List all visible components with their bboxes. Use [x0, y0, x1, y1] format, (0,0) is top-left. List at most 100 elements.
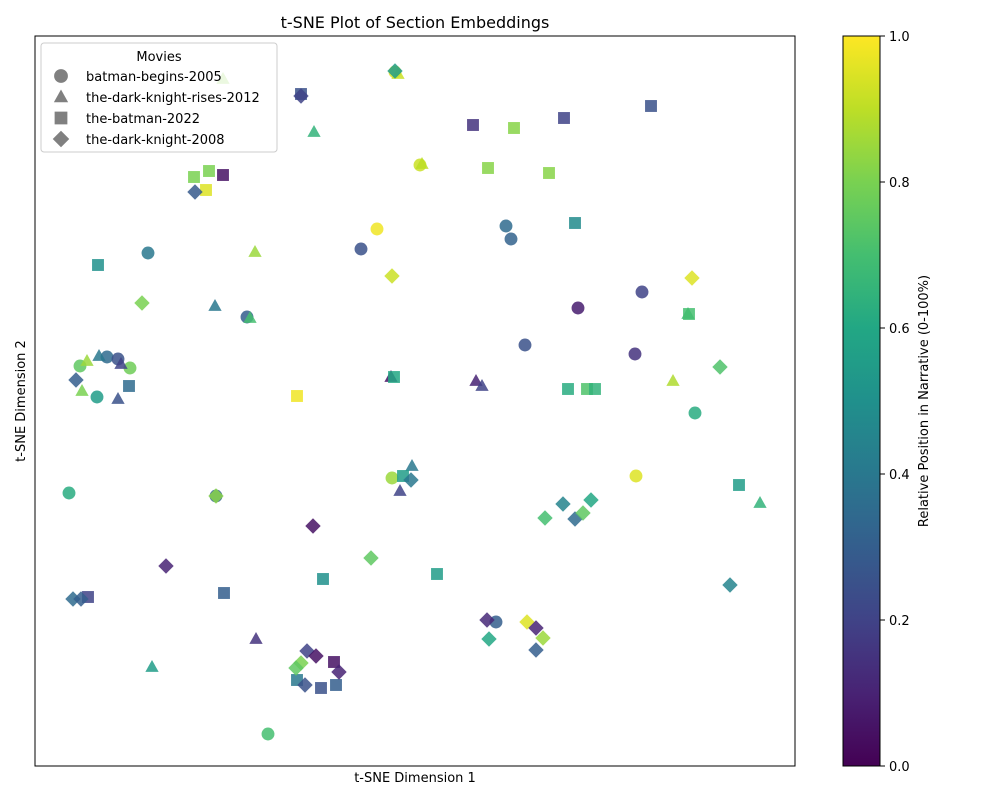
data-point-square: [328, 656, 340, 668]
data-point-triangle: [405, 459, 419, 471]
data-point-triangle: [145, 660, 159, 672]
data-point-square: [217, 169, 229, 181]
data-point-square: [388, 371, 400, 383]
legend-label: the-dark-knight-2008: [86, 133, 225, 148]
plot-area: [34, 35, 796, 767]
data-point-circle: [141, 246, 155, 260]
legend-label: batman-begins-2005: [86, 70, 222, 85]
legend-box: [40, 42, 278, 153]
legend-marker-circle: [54, 69, 68, 83]
x-axis-label: t-SNE Dimension 1: [354, 771, 476, 786]
points-layer: [62, 63, 767, 741]
data-point-diamond: [73, 591, 89, 607]
legend-marker-triangle: [53, 89, 69, 103]
data-point-triangle: [475, 379, 489, 391]
data-point-triangle: [415, 157, 429, 169]
data-point-square: [645, 100, 657, 112]
legend-label: the-dark-knight-rises-2012: [86, 91, 260, 106]
data-point-square: [431, 568, 443, 580]
data-point-square: [291, 674, 303, 686]
colorbar-gradient: [843, 36, 880, 766]
data-point-triangle: [208, 299, 222, 311]
y-axis-label: t-SNE Dimension 2: [14, 340, 29, 462]
data-point-circle: [571, 301, 585, 315]
data-point-diamond: [528, 642, 544, 658]
data-point-circle: [385, 471, 399, 485]
colorbar-label: Relative Position in Narrative (0-100%): [917, 275, 932, 527]
legend-marker-square: [54, 111, 68, 125]
data-point-diamond: [158, 558, 174, 574]
data-point-triangle: [75, 384, 89, 396]
data-point-triangle: [80, 354, 94, 366]
data-point-diamond: [712, 359, 728, 375]
chart-title: t-SNE Plot of Section Embeddings: [281, 13, 550, 32]
data-point-square: [218, 587, 230, 599]
colorbar-tick-label: 1.0: [889, 30, 910, 45]
data-point-square: [589, 383, 601, 395]
data-point-square: [482, 162, 494, 174]
data-point-triangle: [307, 125, 321, 137]
data-point-diamond: [535, 630, 551, 646]
data-point-circle: [90, 390, 104, 404]
data-point-diamond: [305, 518, 321, 534]
data-point-square: [562, 383, 574, 395]
data-point-circle: [504, 232, 518, 246]
data-point-triangle: [92, 349, 106, 361]
data-point-diamond: [288, 660, 304, 676]
colorbar-tick-label: 0.6: [889, 322, 910, 337]
data-point-circle: [635, 285, 649, 299]
data-point-square: [188, 171, 200, 183]
data-point-triangle: [243, 311, 257, 323]
data-point-triangle: [111, 392, 125, 404]
data-point-square: [123, 380, 135, 392]
data-point-square: [317, 573, 329, 585]
data-point-diamond: [187, 184, 203, 200]
legend-title: Movies: [136, 50, 181, 65]
data-point-square: [200, 184, 212, 196]
data-point-circle: [499, 219, 513, 233]
data-point-circle: [370, 222, 384, 236]
data-point-diamond: [363, 550, 379, 566]
data-point-diamond: [331, 664, 347, 680]
data-point-diamond: [297, 677, 313, 693]
data-point-square: [330, 679, 342, 691]
data-point-diamond: [208, 488, 224, 504]
plot-frame: [34, 35, 796, 767]
colorbar-tick-label: 0.4: [889, 468, 910, 483]
legend-entry: the-dark-knight-2008: [52, 130, 225, 148]
data-point-diamond: [308, 648, 324, 664]
data-point-diamond: [293, 88, 309, 104]
data-point-triangle: [249, 632, 263, 644]
legend-entry: the-batman-2022: [54, 111, 200, 127]
data-point-square: [558, 112, 570, 124]
colorbar-tick-label: 0.0: [889, 760, 910, 775]
data-point-triangle: [248, 245, 262, 257]
legend-entry: batman-begins-2005: [54, 69, 222, 85]
data-point-diamond: [575, 505, 591, 521]
data-point-square: [92, 259, 104, 271]
data-point-diamond: [528, 620, 544, 636]
data-point-square: [82, 591, 94, 603]
data-point-diamond: [384, 268, 400, 284]
legend-entries: batman-begins-2005 the-dark-knight-rises-…: [52, 69, 260, 148]
data-point-diamond: [134, 295, 150, 311]
data-point-circle: [628, 347, 642, 361]
data-point-circle: [261, 727, 275, 741]
data-point-circle: [62, 486, 76, 500]
data-point-triangle: [666, 374, 680, 386]
colorbar-tick-label: 0.2: [889, 614, 910, 629]
data-point-diamond: [722, 577, 738, 593]
data-point-circle: [518, 338, 532, 352]
colorbar-tick-label: 0.8: [889, 176, 910, 191]
data-point-diamond: [684, 270, 700, 286]
data-point-diamond: [583, 492, 599, 508]
colorbar-ticks: 0.0 0.2 0.4 0.6 0.8 1.0: [880, 30, 910, 775]
data-point-square: [508, 122, 520, 134]
data-point-diamond: [537, 510, 553, 526]
data-point-circle: [123, 361, 137, 375]
data-point-triangle: [393, 484, 407, 496]
data-point-diamond: [387, 63, 403, 79]
data-point-square: [581, 383, 593, 395]
